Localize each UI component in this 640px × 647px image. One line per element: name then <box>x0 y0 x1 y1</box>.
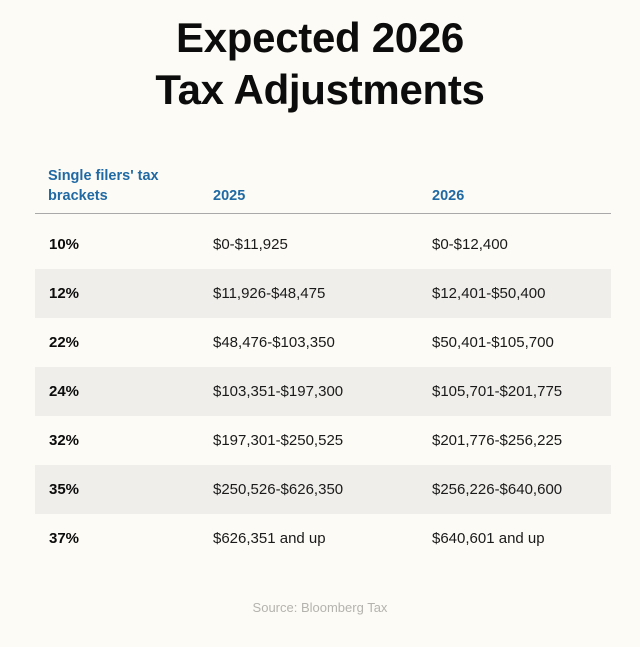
table-row: 32% $197,301-$250,525 $201,776-$256,225 <box>35 416 611 465</box>
source-note: Source: Bloomberg Tax <box>252 600 388 615</box>
range-2025-cell: $48,476-$103,350 <box>213 334 335 351</box>
range-2026-cell: $50,401-$105,700 <box>432 334 554 351</box>
table-row: 10% $0-$11,925 $0-$12,400 <box>35 220 611 269</box>
range-2025-cell: $0-$11,925 <box>213 236 288 253</box>
rate-cell: 12% <box>49 285 80 302</box>
range-2026-cell: $0-$12,400 <box>432 236 508 253</box>
rate-cell: 35% <box>49 481 80 498</box>
page-title: Expected 2026 Tax Adjustments <box>0 12 640 116</box>
range-2026-cell: $12,401-$50,400 <box>432 285 546 302</box>
range-2025-cell: $626,351 and up <box>213 530 326 547</box>
range-2025-cell: $197,301-$250,525 <box>213 432 344 449</box>
table-row: 12% $11,926-$48,475 $12,401-$50,400 <box>35 269 611 318</box>
range-2025-cell: $103,351-$197,300 <box>213 383 344 400</box>
tax-bracket-table: Single filers' tax brackets 2025 2026 10… <box>35 160 611 563</box>
range-2025-cell: $250,526-$626,350 <box>213 481 344 498</box>
header-2026: 2026 <box>432 188 465 204</box>
rate-cell: 22% <box>49 334 80 351</box>
range-2026-cell: $640,601 and up <box>432 530 545 547</box>
table-row: 37% $626,351 and up $640,601 and up <box>35 514 611 563</box>
rate-cell: 24% <box>49 383 80 400</box>
rate-cell: 37% <box>49 530 80 547</box>
range-2026-cell: $256,226-$640,600 <box>432 481 563 498</box>
table-row: 35% $250,526-$626,350 $256,226-$640,600 <box>35 465 611 514</box>
rate-cell: 10% <box>49 236 80 253</box>
range-2025-cell: $11,926-$48,475 <box>213 285 326 302</box>
header-brackets: Single filers' tax brackets <box>48 168 159 204</box>
rate-cell: 32% <box>49 432 80 449</box>
title-line-1: Expected 2026 <box>176 14 464 61</box>
title-line-2: Tax Adjustments <box>155 66 485 113</box>
table-row: 24% $103,351-$197,300 $105,701-$201,775 <box>35 367 611 416</box>
table-header: Single filers' tax brackets 2025 2026 <box>35 160 611 214</box>
table-row: 22% $48,476-$103,350 $50,401-$105,700 <box>35 318 611 367</box>
header-2025: 2025 <box>213 188 246 204</box>
range-2026-cell: $105,701-$201,775 <box>432 383 563 400</box>
range-2026-cell: $201,776-$256,225 <box>432 432 563 449</box>
